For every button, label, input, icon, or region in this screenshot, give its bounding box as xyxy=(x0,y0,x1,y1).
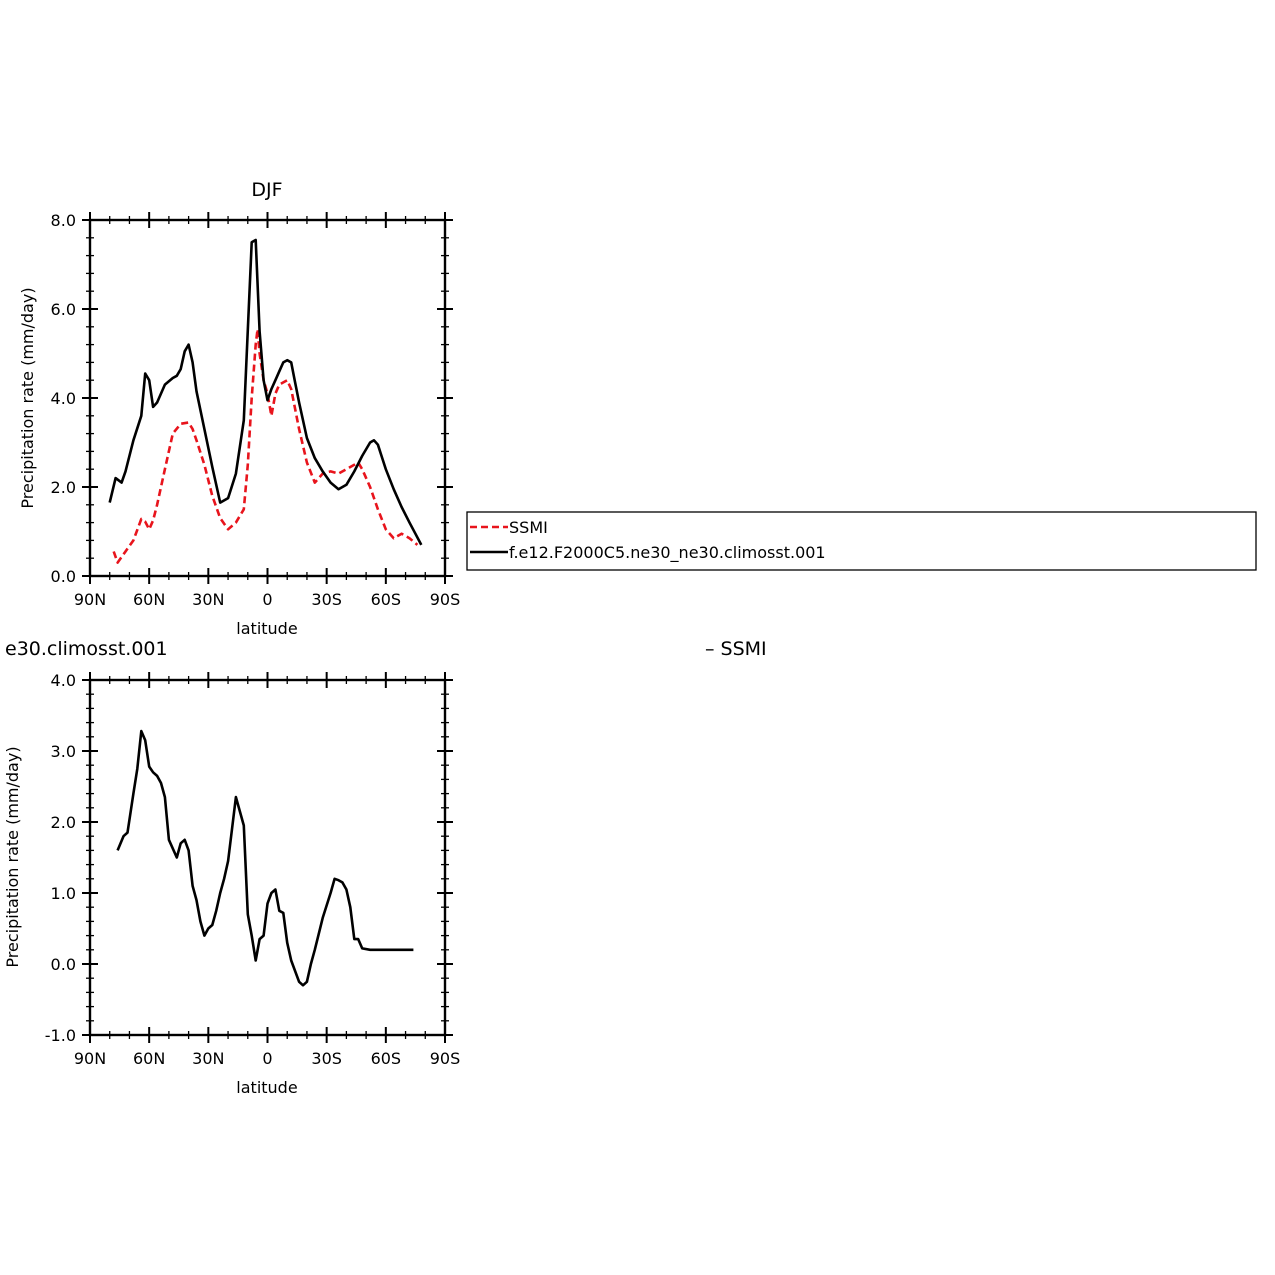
y-tick-label: 6.0 xyxy=(51,300,76,319)
y-tick-label: -1.0 xyxy=(45,1026,76,1045)
series-line-difference xyxy=(116,729,414,987)
djf-series xyxy=(108,238,423,564)
difference-title: e30.climosst.001 xyxy=(5,638,168,660)
djf-x-tick-labels: 90N 60N 30N 0 30S 60S 90S xyxy=(74,590,460,609)
difference-title-right: – SSMI xyxy=(705,638,767,660)
djf-x-axis-label: latitude xyxy=(236,619,297,638)
difference-y-tick-labels: -1.0 0.0 1.0 2.0 3.0 4.0 xyxy=(45,671,76,1045)
x-tick-label: 60S xyxy=(371,1049,402,1068)
difference-x-tick-labels: 90N 60N 30N 0 30S 60S 90S xyxy=(74,1049,460,1068)
x-tick-label: 30S xyxy=(311,1049,342,1068)
series-line-ssmi xyxy=(112,327,419,564)
y-tick-label: 4.0 xyxy=(51,671,76,690)
y-tick-label: 0.0 xyxy=(51,567,76,586)
x-tick-label: 90S xyxy=(430,590,461,609)
series-line-model xyxy=(108,238,423,546)
x-tick-label: 60S xyxy=(371,590,402,609)
x-tick-label: 30N xyxy=(192,590,224,609)
djf-panel: DJF 90N 60N 30N 0 30S 60S 90S 0.02.04.06.08.0 … xyxy=(18,179,460,638)
legend-label-model: f.e12.F2000C5.ne30_ne30.climosst.001 xyxy=(509,543,826,563)
x-tick-label: 60N xyxy=(133,590,165,609)
x-tick-label: 90N xyxy=(74,590,106,609)
difference-series xyxy=(116,729,414,987)
x-tick-label: 60N xyxy=(133,1049,165,1068)
x-tick-label: 90N xyxy=(74,1049,106,1068)
x-tick-label: 0 xyxy=(262,1049,272,1068)
difference-y-axis-label: Precipitation rate (mm/day) xyxy=(3,746,22,967)
x-tick-label: 30S xyxy=(311,590,342,609)
legend-label-ssmi: SSMI xyxy=(509,518,548,537)
x-tick-label: 90S xyxy=(430,1049,461,1068)
x-tick-label: 30N xyxy=(192,1049,224,1068)
y-tick-label: 0.0 xyxy=(51,955,76,974)
y-tick-label: 1.0 xyxy=(51,884,76,903)
y-tick-label: 3.0 xyxy=(51,742,76,761)
djf-y-axis-label: Precipitation rate (mm/day) xyxy=(18,287,37,508)
y-tick-label: 8.0 xyxy=(51,211,76,230)
djf-ticks xyxy=(82,212,453,584)
difference-x-axis-label: latitude xyxy=(236,1078,297,1097)
djf-y-tick-labels: 0.0 2.0 4.0 6.0 8.0 xyxy=(51,211,76,586)
djf-title: DJF xyxy=(251,179,282,201)
x-tick-label: 0 xyxy=(262,590,272,609)
y-tick-label: 2.0 xyxy=(51,813,76,832)
legend-box xyxy=(466,511,1257,571)
difference-panel: e30.climosst.001 – SSMI 90N 60N 30N 0 30S 60S… xyxy=(3,638,767,1097)
y-tick-label: 4.0 xyxy=(51,389,76,408)
y-tick-label: 2.0 xyxy=(51,478,76,497)
legend: SSMI f.e12.F2000C5.ne30_ne30.climosst.00… xyxy=(466,511,1257,571)
difference-ticks xyxy=(82,672,453,1043)
